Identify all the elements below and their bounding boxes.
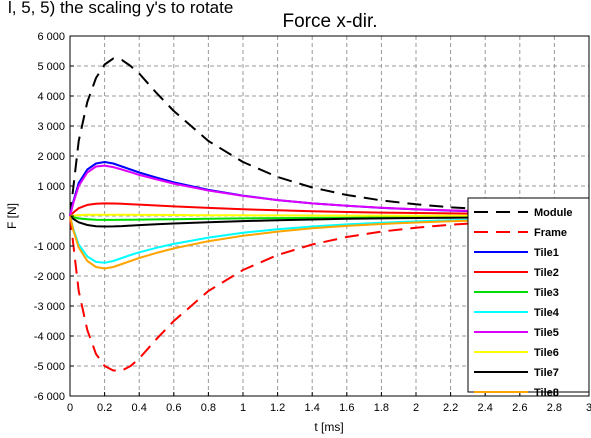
series-line-frame bbox=[69, 215, 590, 372]
series-line-tile8 bbox=[69, 215, 590, 270]
y-tick-label: -3 000 bbox=[34, 301, 65, 313]
y-tick-label: 6 000 bbox=[37, 31, 65, 43]
y-tick-label: 5 000 bbox=[37, 61, 65, 73]
legend-label: Tile2 bbox=[534, 267, 559, 279]
legend-label: Tile6 bbox=[534, 347, 559, 359]
x-tick-label: 1.6 bbox=[339, 402, 354, 414]
series-line-tile5 bbox=[69, 164, 590, 217]
x-tick-label: 3 bbox=[586, 402, 591, 414]
x-tick-label: 2.6 bbox=[512, 402, 527, 414]
y-tick-label: 0 bbox=[59, 211, 65, 223]
grid bbox=[70, 36, 589, 396]
legend-label: Tile4 bbox=[534, 307, 560, 319]
x-tick-label: 0.8 bbox=[201, 402, 216, 414]
y-tick-label: -5 000 bbox=[34, 361, 65, 373]
x-tick-label: 1 bbox=[240, 402, 246, 414]
legend-label: Tile8 bbox=[534, 387, 559, 399]
x-axis-label: t [ms] bbox=[314, 420, 343, 434]
y-axis-label: F [N] bbox=[5, 203, 19, 229]
y-tick-label: 4 000 bbox=[37, 91, 65, 103]
y-tick-label: -6 000 bbox=[34, 391, 65, 403]
y-tick-label: 3 000 bbox=[37, 121, 65, 133]
series-line-tile2 bbox=[69, 202, 590, 217]
legend-label: Frame bbox=[534, 227, 567, 239]
x-tick-label: 1.2 bbox=[270, 402, 285, 414]
x-tick-label: 1.8 bbox=[374, 402, 389, 414]
cropped-top-text: l, 5, 5) the scaling y's to rotate bbox=[8, 0, 233, 17]
legend-label: Tile3 bbox=[534, 287, 559, 299]
legend-label: Tile1 bbox=[534, 247, 559, 259]
legend-label: Module bbox=[534, 207, 573, 219]
y-tick-label: 2 000 bbox=[37, 151, 65, 163]
y-tick-label: 1 000 bbox=[37, 181, 65, 193]
legend-label: Tile7 bbox=[534, 367, 559, 379]
y-tick-label: -2 000 bbox=[34, 271, 65, 283]
legend-box bbox=[467, 197, 590, 393]
tick-labels: 0 0.2 0.4 0.6 0.8 1 1.2 1.4 1.6 1.8 2 2.2 2.4 2.6 2.8 3… bbox=[34, 31, 591, 414]
series-group bbox=[69, 57, 590, 372]
series-line-tile7 bbox=[69, 215, 590, 228]
x-tick-label: 2.2 bbox=[443, 402, 458, 414]
y-tick-label: -4 000 bbox=[34, 331, 65, 343]
x-tick-label: 1.4 bbox=[305, 402, 320, 414]
x-tick-label: 2.4 bbox=[478, 402, 493, 414]
x-tick-label: 2 bbox=[413, 402, 419, 414]
x-tick-label: 0.2 bbox=[97, 402, 112, 414]
x-tick-label: 2.8 bbox=[547, 402, 562, 414]
legend-label: Tile5 bbox=[534, 327, 559, 339]
series-line-tile6 bbox=[69, 213, 589, 217]
y-tick-label: -1 000 bbox=[34, 241, 65, 253]
series-line-module bbox=[69, 57, 590, 217]
legend: Module Frame Tile1 Tile2 Tile3 Tile4 Tile5 Tile… bbox=[467, 197, 590, 399]
x-tick-label: 0.4 bbox=[132, 402, 147, 414]
x-tick-label: 0 bbox=[67, 402, 73, 414]
chart-title: Force x-dir. bbox=[282, 11, 377, 32]
x-tick-label: 0.6 bbox=[166, 402, 181, 414]
